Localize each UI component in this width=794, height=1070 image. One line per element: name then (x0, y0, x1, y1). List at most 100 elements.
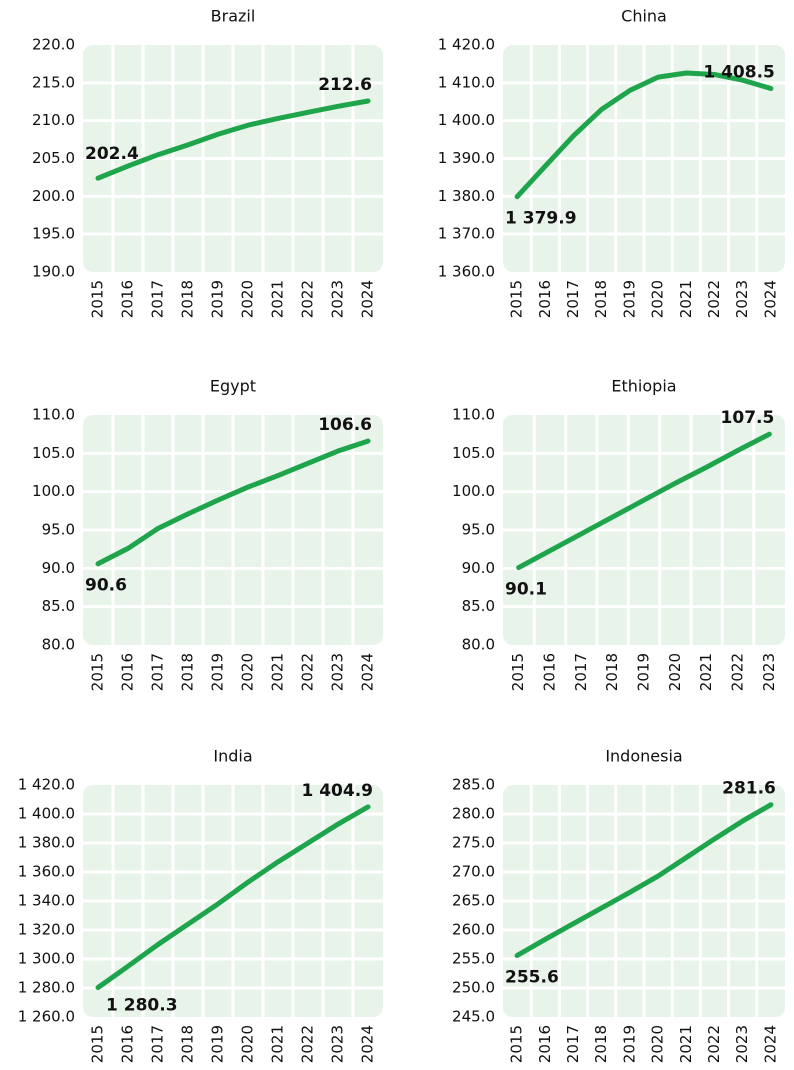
data-label: 106.6 (318, 415, 372, 435)
data-label: 90.6 (85, 576, 127, 596)
x-tick-label: 2023 (329, 1025, 347, 1063)
x-tick-label: 2017 (564, 280, 582, 318)
y-tick-label: 100.0 (32, 482, 75, 500)
x-tick-label: 2023 (760, 653, 778, 691)
y-tick-label: 1 380.0 (438, 187, 495, 205)
chart-title: Indonesia (605, 747, 682, 766)
x-tick-label: 2023 (329, 280, 347, 318)
y-tick-label: 90.0 (462, 559, 495, 577)
y-tick-label: 195.0 (32, 225, 75, 243)
x-tick-label: 2016 (541, 653, 559, 691)
y-tick-label: 95.0 (42, 521, 75, 539)
x-tick-label: 2017 (149, 653, 167, 691)
y-tick-label: 255.0 (452, 950, 495, 968)
data-label: 255.6 (505, 968, 559, 988)
x-tick-label: 2019 (620, 280, 638, 318)
y-tick-label: 260.0 (452, 921, 495, 939)
x-tick-label: 2024 (761, 1025, 779, 1063)
panel: Egypt 80.0 85.0 90.0 95.0 100.0 105.0 110.0 2015… (32, 377, 383, 691)
y-tick-label: 190.0 (32, 263, 75, 281)
chart-title: Egypt (210, 377, 256, 396)
y-tick-label: 200.0 (32, 187, 75, 205)
x-tick-label: 2019 (209, 1025, 227, 1063)
x-tick-label: 2024 (359, 653, 377, 691)
y-tick-label: 85.0 (42, 597, 75, 615)
x-tick-label: 2019 (209, 653, 227, 691)
x-tick-label: 2022 (705, 1025, 723, 1063)
line (95, 804, 371, 991)
x-tick-label: 2016 (119, 1025, 137, 1063)
y-tick-label: 245.0 (452, 1008, 495, 1026)
y-tick-label: 1 300.0 (18, 950, 75, 968)
chart-title: China (621, 7, 667, 26)
x-tick-label: 2022 (705, 280, 723, 318)
x-tick-label: 2018 (592, 280, 610, 318)
data-label: 281.6 (722, 779, 776, 799)
y-tick-label: 215.0 (32, 73, 75, 91)
x-tick-label: 2021 (677, 280, 695, 318)
y-tick-label: 205.0 (32, 149, 75, 167)
y-tick-label: 275.0 (452, 834, 495, 852)
x-tick-label: 2020 (239, 653, 257, 691)
x-tick-label: 2022 (729, 653, 747, 691)
x-tick-label: 2023 (329, 653, 347, 691)
x-tick-label: 2017 (149, 1025, 167, 1063)
chart-title: Ethiopia (611, 377, 676, 396)
y-tick-label: 110.0 (32, 406, 75, 424)
x-tick-label: 2019 (620, 1025, 638, 1063)
y-tick-label: 1 420.0 (438, 36, 495, 54)
x-tick-label: 2021 (677, 1025, 695, 1063)
x-tick-label: 2015 (89, 280, 107, 318)
x-tick-label: 2018 (179, 653, 197, 691)
y-tick-label: 1 420.0 (18, 776, 75, 794)
x-tick-label: 2015 (508, 280, 526, 318)
data-label: 1 404.9 (301, 781, 373, 801)
x-tick-label: 2020 (649, 280, 667, 318)
chart-title: Brazil (211, 7, 256, 26)
data-label: 1 379.9 (505, 209, 577, 229)
y-tick-label: 265.0 (452, 892, 495, 910)
data-label: 1 408.5 (703, 63, 775, 83)
y-tick-label: 1 360.0 (438, 263, 495, 281)
line (516, 431, 772, 571)
x-tick-label: 2018 (179, 280, 197, 318)
x-tick-label: 2015 (89, 1025, 107, 1063)
x-tick-label: 2022 (299, 1025, 317, 1063)
y-tick-label: 210.0 (32, 111, 75, 129)
data-label: 90.1 (505, 580, 547, 600)
y-tick-label: 1 320.0 (18, 921, 75, 939)
x-tick-label: 2024 (359, 280, 377, 318)
x-tick-label: 2022 (299, 280, 317, 318)
y-tick-label: 105.0 (452, 444, 495, 462)
panel: Ethiopia 80.0 85.0 90.0 95.0 100.0 105.0 110.0 2… (452, 377, 785, 691)
x-tick-label: 2018 (603, 653, 621, 691)
y-tick-label: 95.0 (462, 521, 495, 539)
y-tick-label: 1 370.0 (438, 225, 495, 243)
x-tick-label: 2020 (239, 280, 257, 318)
x-tick-label: 2020 (649, 1025, 667, 1063)
x-tick-label: 2023 (733, 1025, 751, 1063)
x-tick-label: 2021 (269, 653, 287, 691)
x-tick-label: 2015 (509, 653, 527, 691)
x-tick-label: 2018 (592, 1025, 610, 1063)
y-tick-label: 250.0 (452, 979, 495, 997)
x-tick-label: 2022 (299, 653, 317, 691)
line (514, 802, 774, 959)
x-tick-label: 2024 (761, 280, 779, 318)
y-tick-label: 1 260.0 (18, 1008, 75, 1026)
x-tick-label: 2023 (733, 280, 751, 318)
y-tick-label: 105.0 (32, 444, 75, 462)
x-tick-label: 2019 (209, 280, 227, 318)
x-tick-label: 2020 (666, 653, 684, 691)
panel: Brazil 190.0 195.0 200.0 205.0 210.0 215.0 220.… (32, 7, 383, 318)
y-tick-label: 1 340.0 (18, 892, 75, 910)
y-tick-label: 1 380.0 (18, 834, 75, 852)
chart-title: India (213, 747, 252, 766)
y-tick-label: 1 410.0 (438, 73, 495, 91)
panel: China 1 360.0 1 370.0 1 380.0 1 390.0 1 400.0… (438, 7, 785, 318)
y-tick-label: 1 390.0 (438, 149, 495, 167)
data-label: 212.6 (318, 75, 372, 95)
line (514, 70, 774, 200)
y-tick-label: 80.0 (462, 636, 495, 654)
